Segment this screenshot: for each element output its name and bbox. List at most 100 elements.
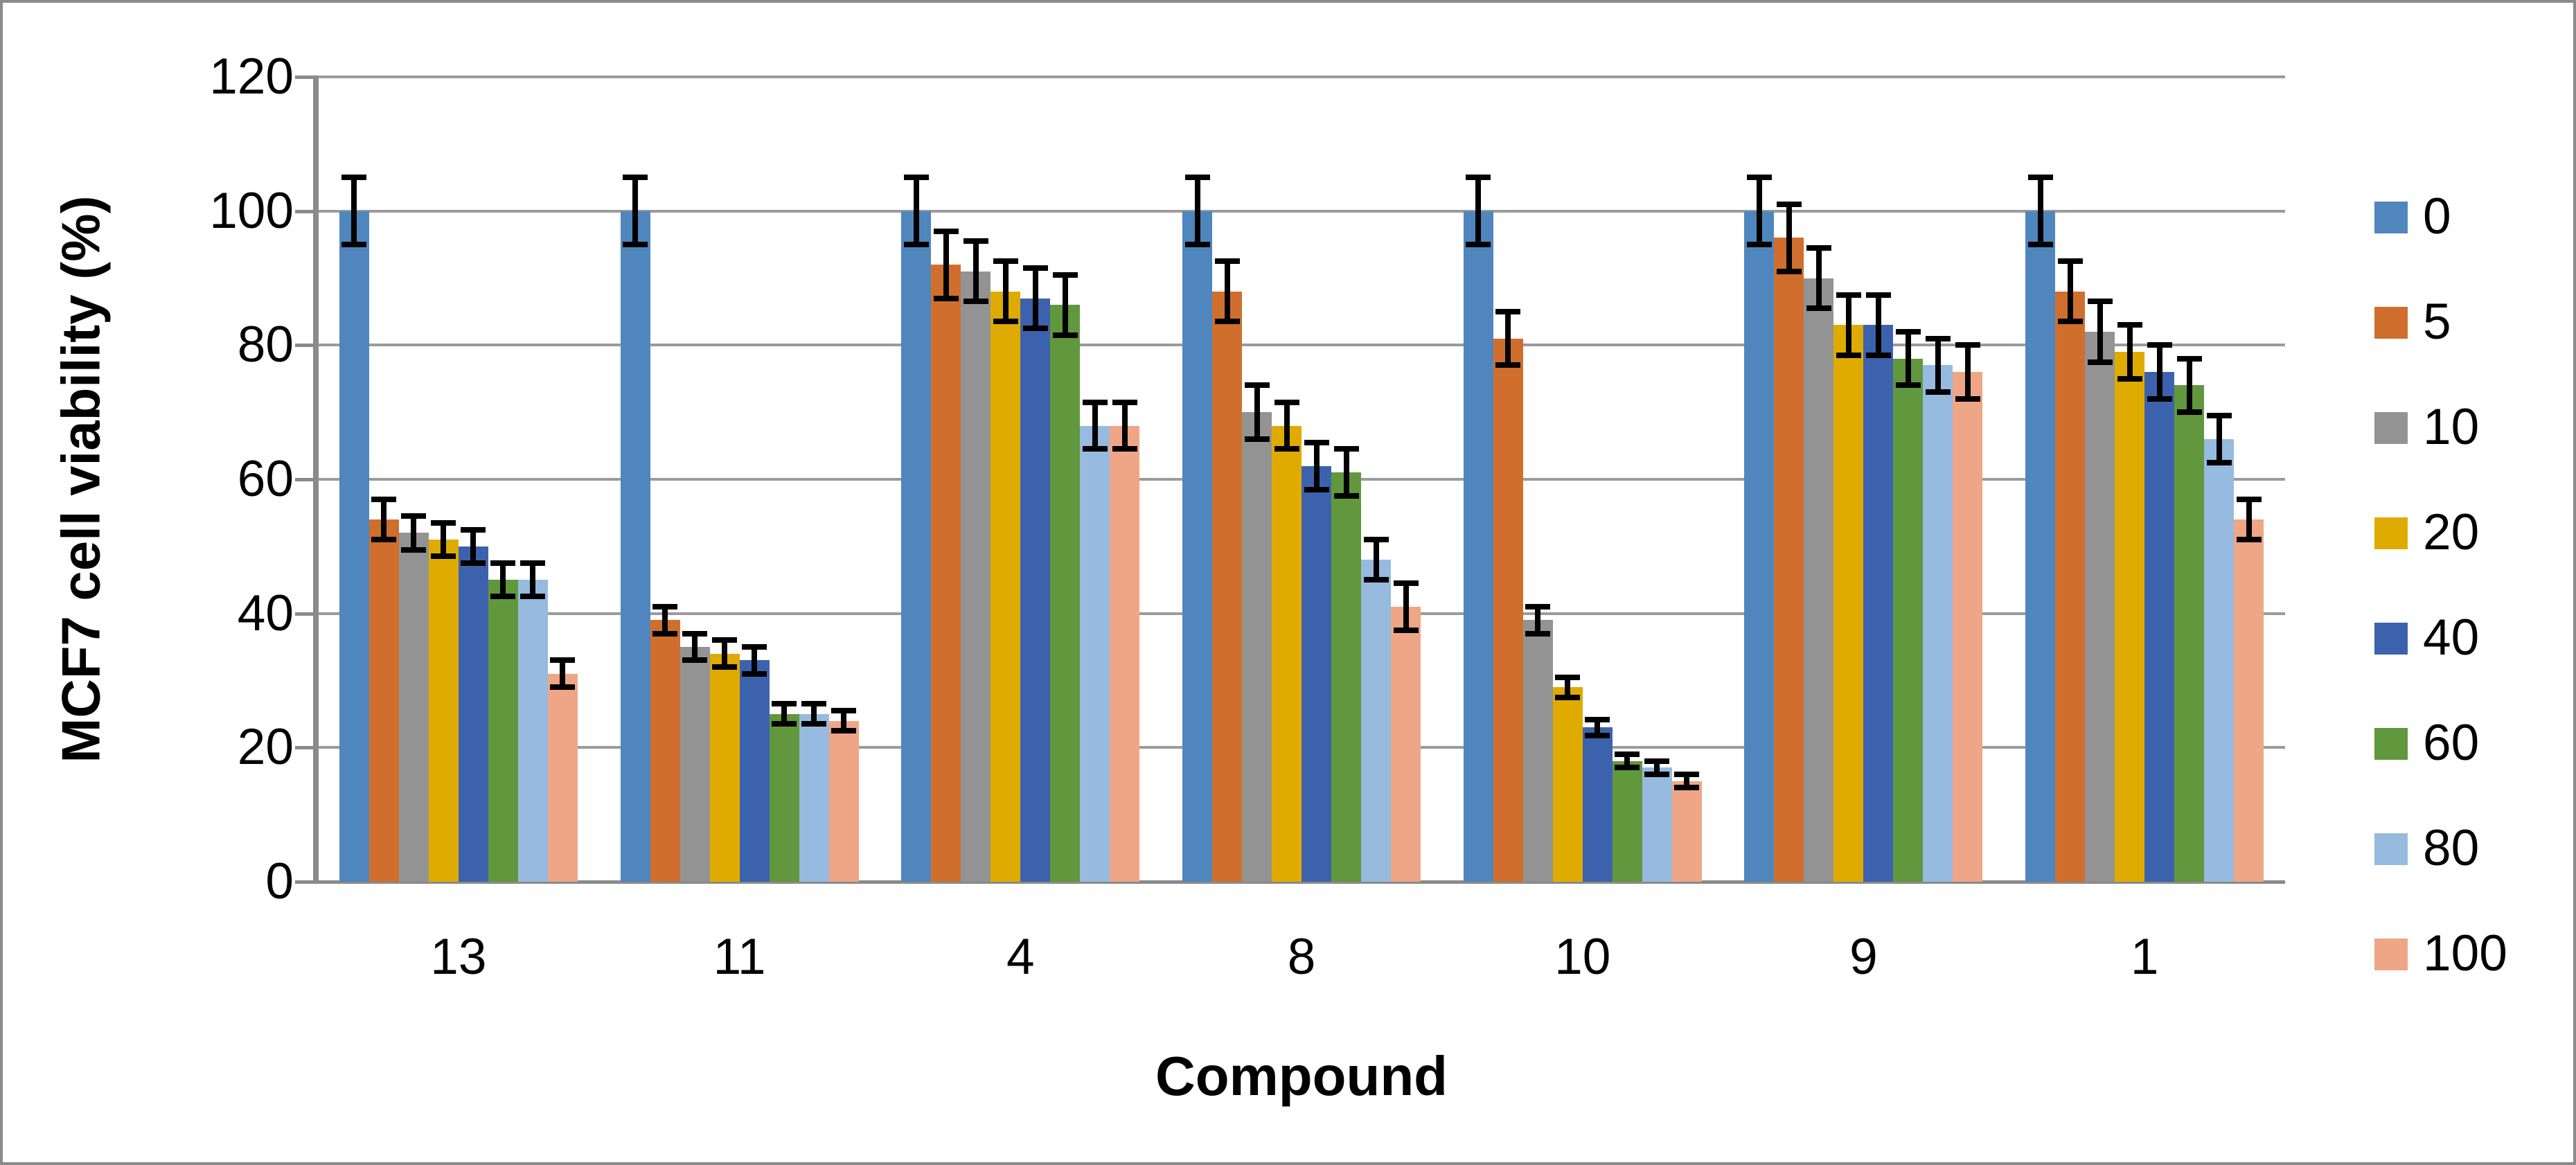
error-bar-compound-1-conc-5-cap-bottom — [2057, 319, 2083, 325]
error-bar-compound-9-conc-100-whisker — [1964, 345, 1971, 399]
bar-compound-4-conc-80 — [1080, 425, 1110, 882]
error-bar-compound-9-conc-40-cap-bottom — [1865, 352, 1891, 358]
error-bar-compound-13-conc-5-cap-top — [371, 497, 397, 503]
bar-compound-10-conc-20 — [1552, 687, 1583, 882]
bar-compound-1-conc-60 — [2174, 385, 2205, 882]
x-axis-line — [318, 880, 2285, 884]
error-bar-compound-1-conc-80-cap-top — [2206, 413, 2232, 418]
error-bar-compound-13-conc-80-cap-bottom — [520, 594, 546, 600]
bar-compound-9-conc-40 — [1863, 325, 1894, 882]
error-bar-compound-8-conc-40-cap-bottom — [1304, 486, 1329, 492]
error-bar-compound-11-conc-10-cap-top — [682, 630, 708, 637]
error-bar-compound-8-conc-60-whisker — [1343, 449, 1349, 497]
error-bar-compound-4-conc-40-cap-bottom — [1022, 326, 1048, 332]
error-bar-compound-13-conc-80-whisker — [530, 563, 536, 597]
error-bar-compound-10-conc-10-whisker — [1535, 606, 1541, 634]
error-bar-compound-4-conc-40-cap-top — [1022, 265, 1048, 271]
error-bar-compound-13-conc-0-cap-top — [341, 175, 367, 181]
error-bar-compound-4-conc-20-cap-top — [993, 258, 1018, 265]
legend-label-20: 20 — [2423, 504, 2480, 560]
error-bar-compound-9-conc-80-cap-top — [1925, 335, 1951, 341]
y-axis-tick-120 — [295, 75, 318, 79]
bar-compound-9-conc-60 — [1893, 358, 1924, 882]
error-bar-compound-10-conc-20-cap-top — [1555, 674, 1581, 680]
error-bar-compound-1-conc-0-cap-bottom — [2027, 242, 2053, 248]
error-bar-compound-8-conc-0-whisker — [1194, 177, 1200, 245]
error-bar-compound-13-conc-40-whisker — [470, 529, 477, 564]
bar-compound-11-conc-80 — [799, 713, 829, 882]
error-bar-compound-10-conc-100-cap-bottom — [1674, 785, 1700, 791]
error-bar-compound-11-conc-5-cap-bottom — [652, 630, 678, 637]
error-bar-compound-4-conc-40-whisker — [1032, 267, 1038, 329]
error-bar-compound-9-conc-20-cap-bottom — [1836, 352, 1861, 358]
error-bar-compound-11-conc-80-cap-top — [801, 701, 827, 707]
y-axis-tick-100 — [295, 209, 318, 213]
error-bar-compound-4-conc-0-whisker — [913, 177, 919, 245]
legend-swatch-5 — [2374, 307, 2408, 339]
bar-compound-4-conc-60 — [1050, 305, 1081, 882]
error-bar-compound-8-conc-60-cap-top — [1333, 446, 1359, 452]
legend-label-0: 0 — [2423, 188, 2451, 244]
bar-compound-4-conc-0 — [901, 211, 932, 882]
bar-compound-1-conc-100 — [2234, 519, 2264, 882]
gridline-y-100 — [318, 209, 2285, 213]
bar-compound-11-conc-5 — [650, 620, 680, 882]
bar-compound-8-conc-5 — [1212, 291, 1242, 882]
error-bar-compound-4-conc-20-cap-bottom — [993, 319, 1018, 325]
error-bar-compound-1-conc-60-whisker — [2186, 358, 2192, 413]
error-bar-compound-11-conc-0-cap-bottom — [623, 242, 648, 248]
error-bar-compound-8-conc-0-cap-top — [1184, 175, 1210, 181]
y-axis-line — [313, 77, 319, 884]
error-bar-compound-9-conc-5-whisker — [1786, 204, 1792, 272]
bar-compound-9-conc-0 — [1744, 211, 1775, 882]
y-tick-label-20: 20 — [237, 719, 294, 776]
plot-area: 0 20 40 60 80 100 120 13 11 4 8 10 9 1 — [3, 3, 2573, 1162]
x-tick-label-4: 4 — [1006, 929, 1035, 985]
error-bar-compound-9-conc-0-cap-top — [1746, 175, 1772, 181]
error-bar-compound-11-conc-100-whisker — [841, 711, 847, 731]
legend-label-80: 80 — [2423, 820, 2480, 876]
error-bar-compound-1-conc-60-cap-bottom — [2176, 409, 2202, 416]
error-bar-compound-4-conc-5-whisker — [943, 231, 949, 299]
error-bar-compound-8-conc-5-cap-top — [1214, 258, 1240, 265]
error-bar-compound-9-conc-5-cap-bottom — [1776, 268, 1802, 274]
gridline-y-120 — [318, 75, 2285, 78]
error-bar-compound-8-conc-100-cap-top — [1393, 580, 1419, 587]
bar-compound-10-conc-0 — [1463, 211, 1493, 882]
error-bar-compound-13-conc-20-cap-top — [431, 519, 456, 526]
error-bar-compound-4-conc-60-cap-bottom — [1052, 332, 1078, 338]
legend-swatch-10 — [2374, 412, 2408, 444]
error-bar-compound-13-conc-10-cap-bottom — [401, 546, 427, 553]
bar-compound-11-conc-60 — [769, 713, 799, 882]
bar-compound-10-conc-80 — [1642, 767, 1672, 882]
error-bar-compound-10-conc-40-cap-top — [1585, 716, 1610, 722]
error-bar-compound-10-conc-40-whisker — [1595, 719, 1601, 736]
legend-label-40: 40 — [2423, 610, 2480, 666]
bar-compound-13-conc-20 — [428, 540, 459, 882]
error-bar-compound-1-conc-0-whisker — [2037, 177, 2043, 245]
bar-compound-1-conc-0 — [2025, 211, 2056, 882]
y-axis-tick-0 — [295, 880, 318, 884]
error-bar-compound-4-conc-0-cap-bottom — [903, 242, 929, 248]
bar-compound-11-conc-100 — [828, 720, 859, 882]
error-bar-compound-10-conc-100-whisker — [1684, 774, 1690, 788]
error-bar-compound-9-conc-80-whisker — [1935, 338, 1941, 393]
error-bar-compound-10-conc-60-cap-bottom — [1615, 765, 1640, 771]
error-bar-compound-13-conc-5-cap-bottom — [371, 537, 397, 543]
error-bar-compound-4-conc-10-whisker — [972, 241, 979, 302]
error-bar-compound-1-conc-40-whisker — [2156, 345, 2162, 399]
error-bar-compound-13-conc-20-cap-bottom — [431, 553, 456, 560]
error-bar-compound-13-conc-100-cap-top — [550, 657, 576, 664]
error-bar-compound-13-conc-20-whisker — [441, 522, 447, 557]
error-bar-compound-11-conc-0-whisker — [632, 177, 639, 245]
bar-compound-8-conc-80 — [1361, 560, 1391, 882]
error-bar-compound-9-conc-5-cap-top — [1776, 201, 1802, 207]
bar-compound-10-conc-10 — [1522, 620, 1553, 882]
y-axis-tick-60 — [295, 478, 318, 481]
error-bar-compound-10-conc-40-cap-bottom — [1585, 732, 1610, 738]
error-bar-compound-8-conc-100-cap-bottom — [1393, 627, 1419, 633]
error-bar-compound-4-conc-10-cap-bottom — [963, 299, 988, 305]
bar-compound-9-conc-20 — [1833, 325, 1864, 882]
error-bar-compound-4-conc-60-cap-top — [1052, 272, 1078, 278]
legend-swatch-40 — [2374, 623, 2408, 655]
